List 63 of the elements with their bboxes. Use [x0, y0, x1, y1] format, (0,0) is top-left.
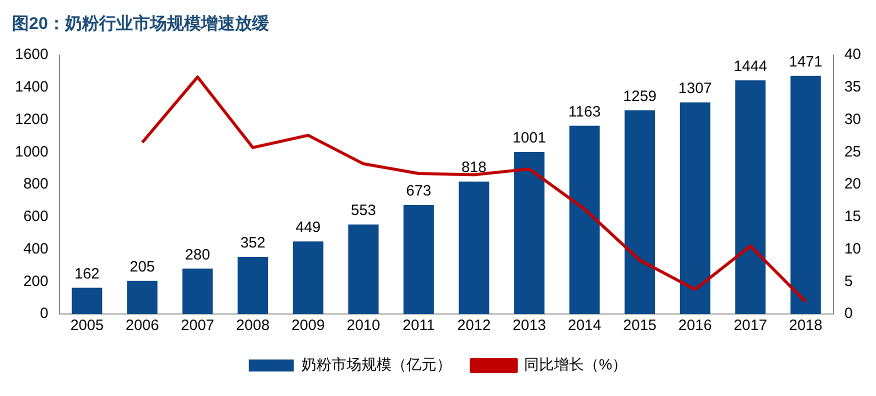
- chart-title: 图20：奶粉行业市场规模增速放缓: [11, 13, 270, 35]
- data-label: 162: [74, 265, 100, 282]
- y2-tick-label: 25: [844, 143, 862, 160]
- bar: [735, 80, 766, 314]
- x-tick-label: 2012: [457, 317, 491, 334]
- y-tick-label: 1600: [14, 46, 48, 64]
- data-label: 818: [461, 159, 486, 176]
- data-label: 449: [296, 218, 321, 236]
- y-tick-label: 0: [40, 305, 48, 322]
- legend-label: 奶粉市场规模（亿元）: [301, 356, 452, 374]
- bar: [127, 280, 158, 314]
- y2-tick-label: 15: [844, 208, 862, 226]
- data-label: 553: [350, 202, 376, 220]
- bar: [569, 126, 600, 314]
- y2-tick-label: 20: [844, 176, 862, 193]
- data-label: 1471: [788, 54, 822, 71]
- data-label: 1001: [512, 130, 546, 147]
- bar: [514, 152, 544, 314]
- bar: [292, 241, 324, 314]
- y-tick-label: 200: [23, 272, 48, 290]
- bar: [680, 102, 710, 314]
- x-tick-label: 2010: [346, 317, 380, 334]
- y2-tick-label: 10: [844, 240, 862, 258]
- y-tick-label: 1400: [14, 78, 48, 96]
- data-label: 280: [185, 246, 210, 264]
- x-tick-label: 2008: [236, 317, 270, 334]
- y2-tick-label: 30: [844, 110, 862, 128]
- x-tick-label: 2018: [788, 317, 822, 334]
- bar: [624, 110, 656, 314]
- y2-tick-label: 0: [844, 305, 853, 322]
- x-tick-label: 2009: [291, 317, 325, 334]
- x-tick-label: 2011: [402, 317, 435, 334]
- data-label: 1163: [568, 103, 601, 120]
- data-label: 352: [240, 234, 266, 252]
- x-tick-label: 2006: [126, 317, 159, 334]
- bar: [458, 182, 490, 314]
- bar: [238, 257, 268, 314]
- bar: [790, 76, 821, 314]
- y-tick-label: 400: [23, 240, 48, 258]
- y-tick-label: 1000: [14, 143, 48, 160]
- bar: [182, 268, 213, 314]
- x-tick-label: 2013: [512, 317, 546, 334]
- legend-label: 同比增长（%）: [524, 356, 628, 374]
- data-label: 205: [130, 258, 155, 276]
- data-label: 1259: [623, 88, 657, 105]
- y-tick-label: 1200: [14, 110, 48, 128]
- y2-tick-label: 5: [844, 272, 853, 290]
- y-tick-label: 600: [23, 208, 48, 226]
- x-tick-label: 2005: [70, 317, 104, 334]
- y-tick-label: 800: [23, 176, 48, 193]
- bar: [404, 205, 434, 314]
- data-label: 1444: [734, 58, 768, 75]
- x-tick-label: 2014: [568, 317, 602, 334]
- y2-tick-label: 40: [844, 46, 862, 64]
- x-tick-label: 2007: [180, 317, 214, 334]
- data-label: 1307: [678, 80, 712, 98]
- y2-tick-label: 35: [844, 78, 862, 96]
- x-tick-label: 2016: [678, 317, 712, 334]
- x-tick-label: 2015: [623, 317, 657, 334]
- bar: [72, 288, 102, 314]
- data-label: 673: [406, 182, 432, 200]
- bar: [348, 224, 379, 314]
- x-tick-label: 2017: [734, 317, 768, 334]
